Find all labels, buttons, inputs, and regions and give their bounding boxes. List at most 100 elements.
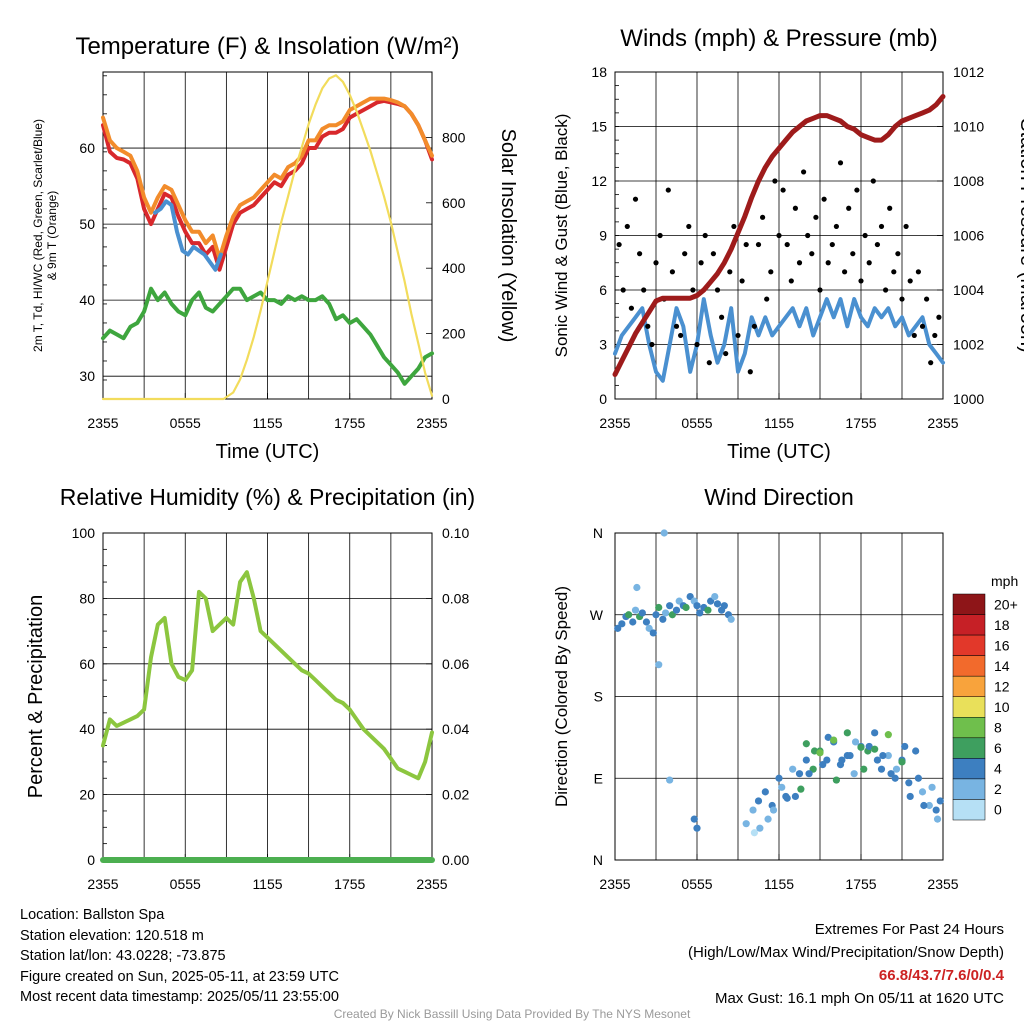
direction-point [905, 779, 913, 787]
direction-point [901, 742, 909, 751]
y-tick-label: 40 [79, 292, 95, 308]
gust-point [628, 305, 635, 311]
x-tick-label: 1755 [334, 876, 365, 892]
direction-point [783, 794, 791, 802]
gust-point [833, 223, 840, 230]
direction-point [629, 618, 637, 626]
direction-point [775, 774, 783, 782]
direction-point [816, 749, 824, 757]
gust-point [743, 241, 749, 248]
gust-point [837, 160, 844, 166]
y2-tick-label: 0.06 [442, 656, 469, 672]
gust-point [907, 278, 913, 284]
colorbar-label: 14 [994, 658, 1010, 674]
gust-point [665, 187, 671, 193]
colorbar-label: 4 [994, 761, 1002, 777]
gust-point [829, 241, 835, 248]
direction-point [672, 606, 681, 614]
gust-point [862, 232, 868, 239]
gust-point [760, 214, 766, 220]
direction-point [661, 609, 670, 617]
y-axis-label: Direction (Colored By Speed) [552, 586, 571, 807]
y-tick-label: 15 [591, 119, 607, 135]
colorbar-label: 2 [994, 781, 1002, 797]
y2-tick-label: 400 [442, 260, 466, 276]
gust-point [714, 287, 721, 293]
direction-point [933, 815, 942, 823]
gust-point [727, 269, 733, 275]
gust-point [739, 278, 745, 284]
y-tick-label: 60 [79, 656, 95, 672]
y2-tick-label: 0.10 [442, 525, 469, 541]
y2-tick-label: 600 [442, 195, 466, 211]
x-tick-label: 1755 [845, 876, 876, 892]
gust-point [788, 278, 794, 284]
gust-point [891, 269, 897, 275]
x-tick-label: 0555 [681, 876, 712, 892]
gust-point [825, 260, 831, 266]
colorbar-swatch [952, 634, 986, 656]
y2-tick-label: 200 [442, 326, 466, 342]
direction-point [631, 606, 640, 614]
gust-point [792, 205, 799, 211]
panel-3 [614, 529, 986, 861]
gust-point [751, 323, 758, 329]
y-tick-label: N [593, 525, 603, 541]
gust-point [919, 323, 926, 329]
gust-point [850, 251, 856, 257]
y-tick-label: 18 [591, 64, 607, 80]
direction-point [727, 615, 735, 623]
y-tick-label: 0 [599, 391, 607, 407]
y2-axis-label: Solar Insolation (Yellow) [497, 129, 519, 343]
y-axis-label-line2: & 9m T (Orange) [45, 191, 59, 281]
direction-point [666, 776, 674, 784]
y2-tick-label: 0.02 [442, 787, 469, 803]
direction-point [871, 745, 879, 753]
series-line-9m-t [101, 96, 434, 261]
direction-point [638, 609, 646, 617]
x-tick-label: 1155 [252, 876, 282, 892]
gust-point [686, 223, 692, 230]
direction-point [824, 733, 832, 741]
direction-point [932, 806, 940, 814]
gust-point [924, 296, 930, 302]
gust-point [772, 178, 778, 184]
colorbar-swatch [952, 593, 986, 615]
gust-point [645, 323, 651, 329]
y-tick-label: 0 [87, 852, 95, 868]
gust-point [632, 196, 639, 202]
created-text: Figure created on Sun, 2025-05-11, at 23… [20, 968, 339, 985]
gust-point [854, 187, 860, 193]
direction-point [871, 729, 879, 737]
gust-point [694, 341, 700, 348]
series-line-dew-point [101, 286, 434, 386]
y2-tick-label: 1010 [953, 119, 984, 135]
recent-text: Most recent data timestamp: 2025/05/11 2… [20, 989, 339, 1005]
direction-point [791, 792, 800, 801]
direction-point [805, 770, 813, 778]
direction-point [693, 824, 701, 832]
y2-tick-label: 1012 [953, 64, 984, 80]
max-gust-text: Max Gust: 16.1 mph On 05/11 at 1620 UTC [714, 990, 1004, 1007]
y-tick-label: 50 [79, 216, 95, 232]
direction-point [857, 743, 865, 751]
y2-tick-label: 1004 [953, 282, 984, 298]
colorbar-label: 12 [994, 678, 1010, 694]
x-tick-label: 1155 [252, 415, 282, 431]
gust-point [641, 287, 647, 293]
direction-point [884, 731, 892, 739]
extremes-values: 66.8/43.7/7.6/0/0.4 [878, 967, 1004, 984]
gust-point [698, 260, 704, 266]
series-line-relative-humidity [101, 570, 434, 781]
y2-tick-label: 1000 [953, 391, 984, 407]
colorbar-label: 0 [994, 802, 1002, 818]
direction-point [756, 824, 764, 832]
gust-point [764, 296, 770, 302]
direction-point [802, 740, 810, 748]
y2-tick-label: 1006 [953, 228, 984, 244]
gust-point [932, 332, 938, 339]
gust-point [653, 260, 659, 266]
colorbar-swatch [952, 799, 986, 821]
panel-2 [100, 532, 435, 863]
